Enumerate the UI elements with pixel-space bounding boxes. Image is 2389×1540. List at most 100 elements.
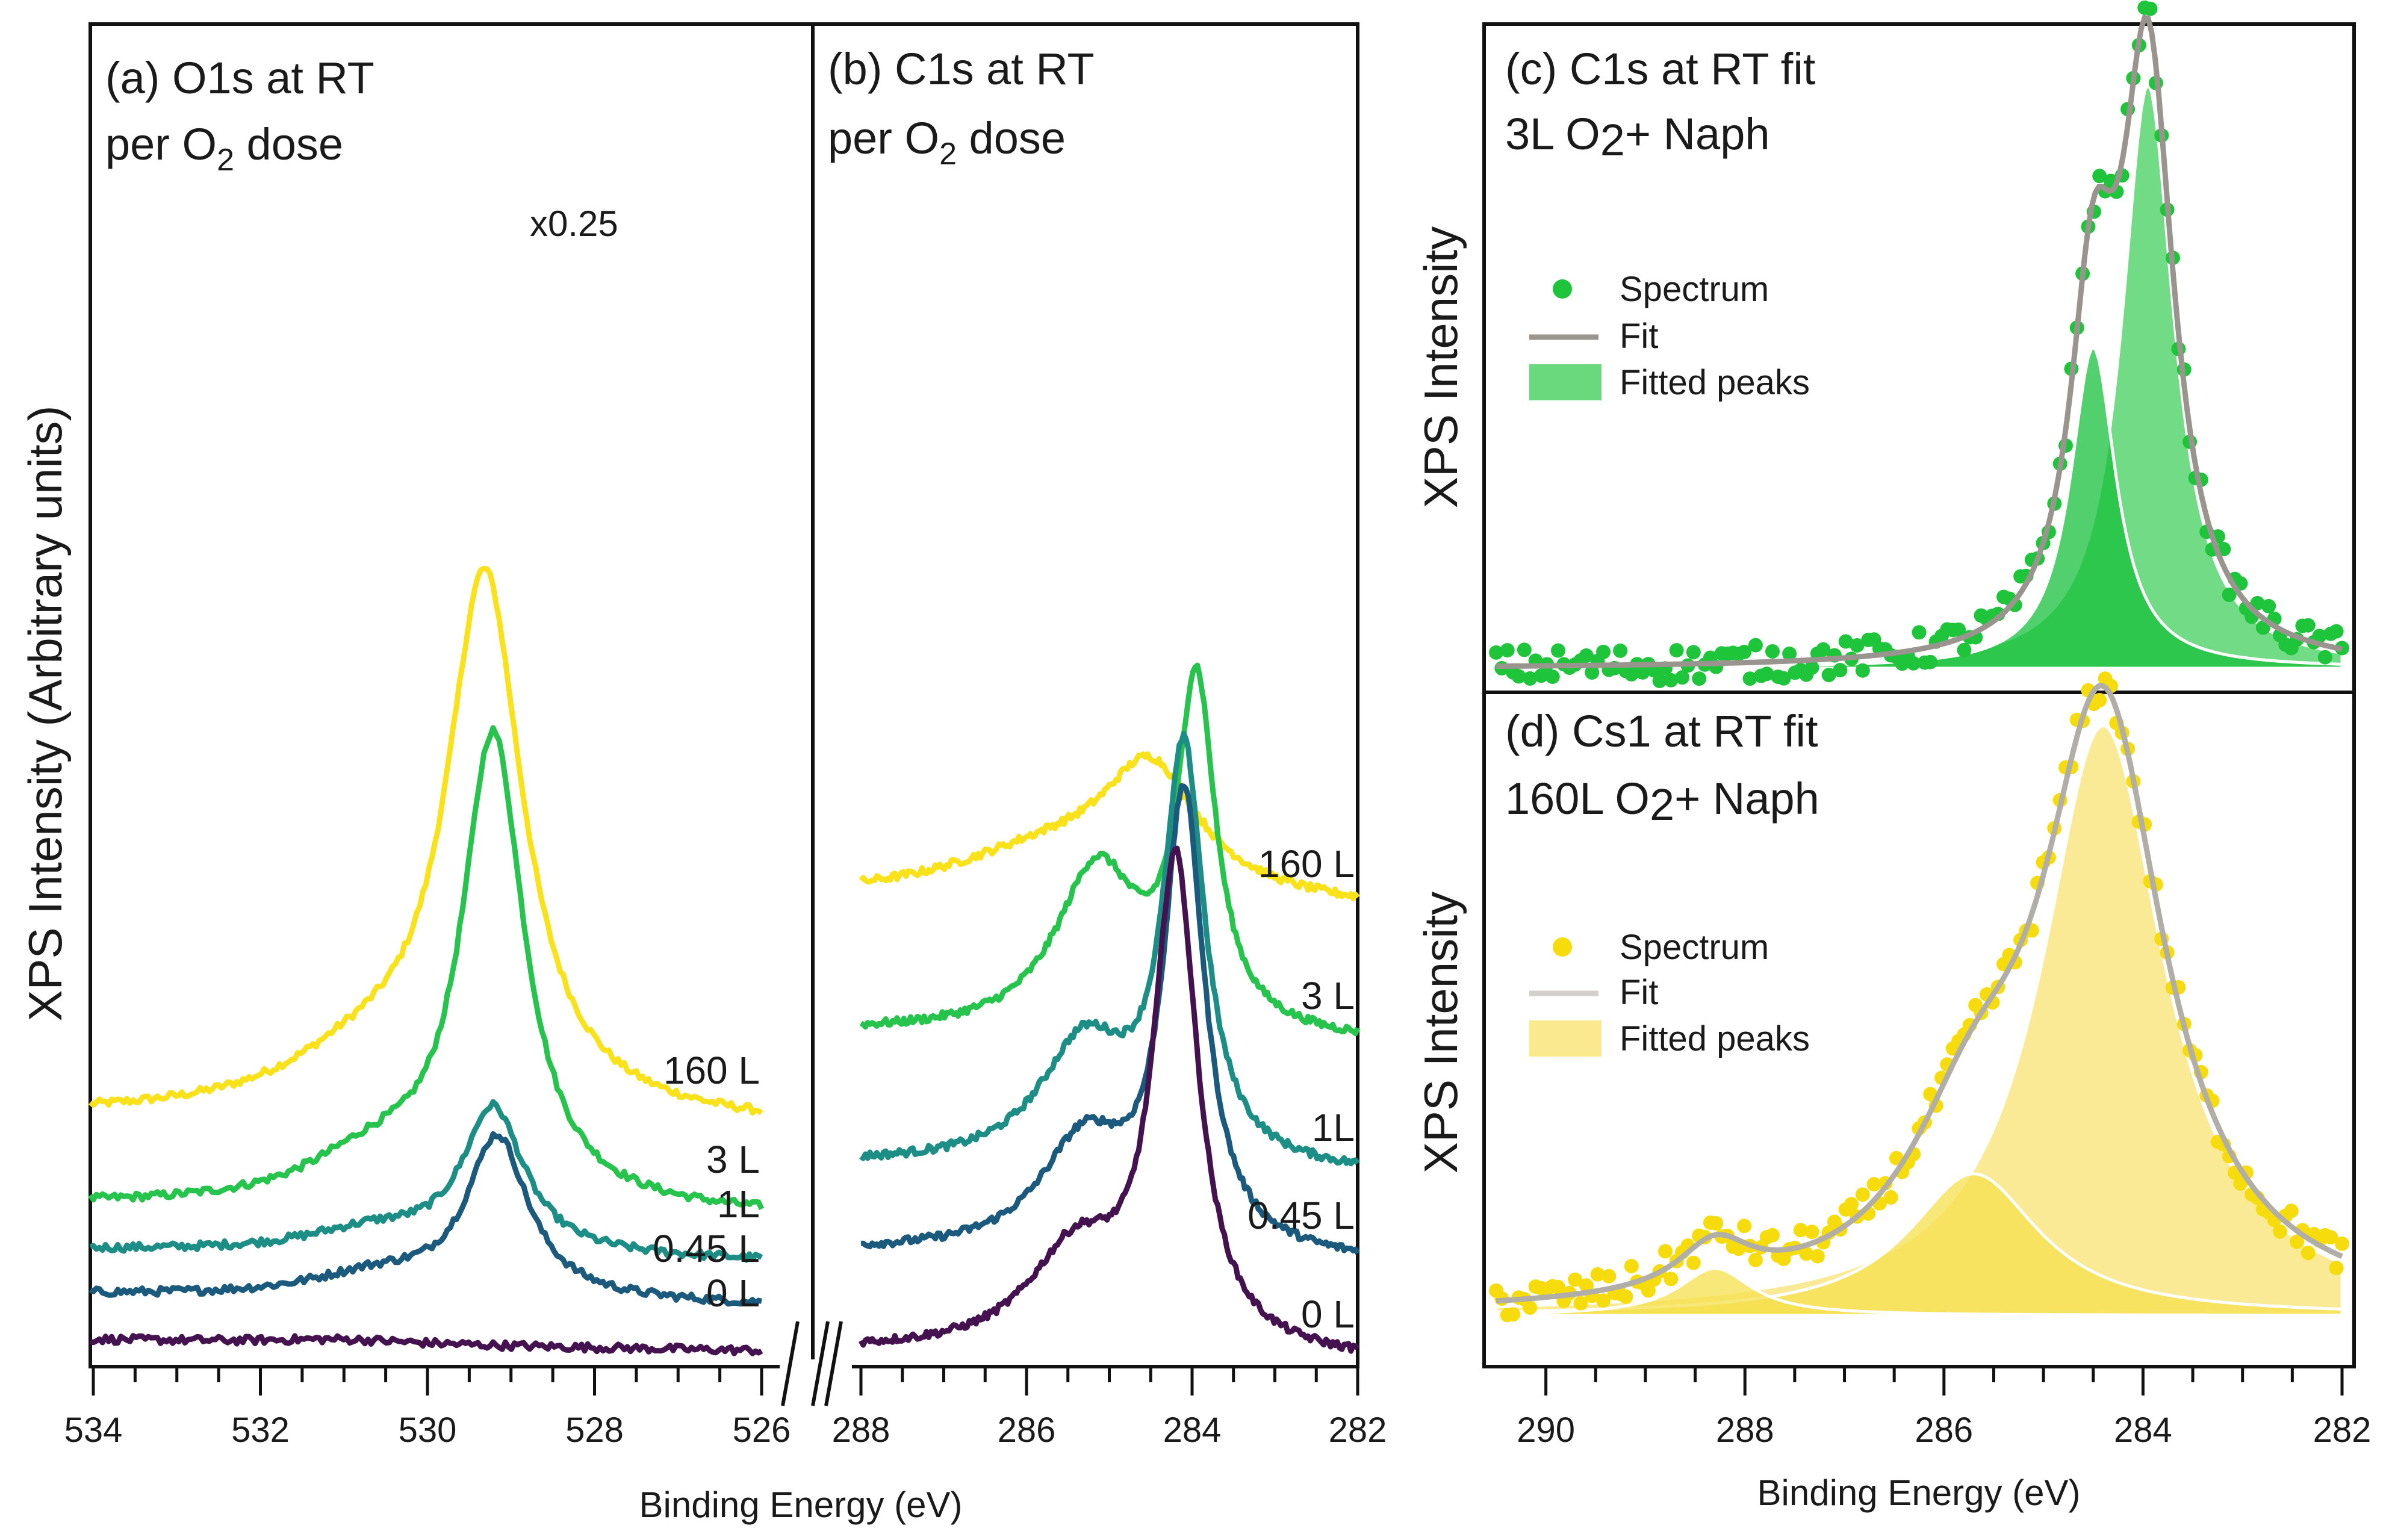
panel-b-series-1 [859,662,1361,1037]
panel-b-tick-label-2: 284 [1163,1411,1222,1450]
panel-a-series-label-1: 3 L [706,1138,760,1181]
legend-d-spectrum-marker [1553,937,1572,957]
panel-c-data-point [1748,638,1763,653]
panel-a-series-1 [88,725,765,1210]
panel-c-data-point [1692,671,1707,686]
panel-d-data-point [1737,1219,1752,1234]
panel-b-frame [811,22,1359,1368]
panel-c-data-point [1816,642,1831,657]
legend-c-peaks-marker [1529,364,1601,400]
panel-d-data-point [1568,1272,1583,1287]
panel-c-data-point [1523,671,1538,686]
panel-c-data-point [1838,634,1853,649]
panel-d-title: (d) Cs1 at RT fit [1505,706,1818,756]
panel-b-series-label-4: 0 L [1301,1293,1355,1336]
panel-b-series-0 [859,751,1360,901]
panel-d-data-point [1618,1289,1633,1304]
legend-d-fit-label: Fit [1620,973,1658,1012]
panel-c-data-point [2222,588,2237,602]
panel-d-data-point [2273,1224,2287,1239]
panel-d-data-point [1804,1225,1819,1240]
panel-d-subtitle: 160L O2+ Naph [1505,774,1819,830]
panel-d-data-point [2284,1203,2299,1219]
panel-c-fit-line [1496,14,2343,669]
panel-d-data-point [1658,1244,1673,1259]
panel-c-data-point [1833,663,1848,678]
panel-d-data-point [1765,1228,1780,1243]
panel-b-title: (b) C1s at RT [828,44,1095,94]
panel-d-data-point [1551,1279,1565,1294]
panel-d-tick-label-0: 290 [1517,1411,1575,1450]
panel-d-data-point [1709,1216,1724,1231]
panel-c-data-point [2092,169,2107,184]
panel-b-series-3 [860,783,1360,1255]
panel-c-data-point [1669,643,1684,658]
panel-a-series-0 [89,565,763,1116]
panel-a-title: (a) O1s at RT [105,53,374,103]
panel-d-tick-label-4: 282 [2313,1411,2372,1450]
panel-b-tick-label-3: 282 [1329,1411,1387,1450]
panel-d-data-point [1523,1300,1538,1315]
panel-c-data-point [1951,623,1966,637]
legend-d-peaks-label: Fitted peaks [1620,1019,1810,1058]
legend-c: Spectrum Fit Fitted peaks [1529,270,1810,402]
panel-c-data-point [1664,672,1679,688]
panel-c-data-point [1759,666,1774,682]
panel-c-data-point [1596,644,1611,659]
panel-d-data-point [1506,1307,1521,1322]
panel-c-data-point [1906,656,1921,671]
legend-c-spectrum-marker [1553,279,1572,299]
legend-d-peaks-marker [1529,1020,1601,1057]
panel-c-data-point [1912,625,1927,640]
panel-a-series-label-4: 0 L [706,1271,760,1315]
panel-b-tick-label-0: 288 [832,1411,890,1450]
panel-c-data-point [1776,671,1791,686]
panel-a-tick-label-1: 532 [231,1411,290,1450]
panel-a-series-2 [89,1099,763,1263]
panel-d-data-point [1590,1267,1605,1282]
panel-c-data-point [1923,654,1938,669]
panel-a-subtitle: per O2 dose [105,119,343,178]
panel-c-data-point [1545,669,1560,685]
panel-c-data-point [1686,645,1701,660]
panel-c-data-point [1765,644,1780,659]
panel-b-series-label-0: 160 L [1258,842,1355,886]
panel-c-data-point [1957,642,1972,657]
panel-c-data-point [2143,1,2158,16]
panel-c-data-point [1737,645,1752,659]
panel-d-data-point [1748,1252,1763,1267]
panel-d-data-point [1601,1268,1617,1284]
panel-c-data-point [2329,624,2344,639]
panel-d-data-point [1855,1187,1870,1202]
y-axis-label-left: XPS Intensity (Arbitrary units) [19,406,72,1022]
panel-c-plot [1489,0,2349,688]
panel-c-data-point [1551,643,1565,658]
panel-d-data-point [1624,1259,1639,1274]
panel-b-series-4 [858,845,1360,1354]
scale-annotation: x0.25 [530,203,618,244]
panel-c-data-point [1489,645,1503,660]
panel-b-series-label-3: 0.45 L [1247,1194,1355,1237]
panel-a-frame [89,22,815,1368]
panel-c-data-point [1511,669,1526,684]
panel-d-data-point [1596,1293,1611,1308]
panel-d-data-point [1844,1197,1859,1212]
right-x-axis: 290 288 286 284 282 [1517,1367,2371,1450]
panel-d-data-point [1866,1177,1881,1192]
panel-d-data-point [2290,1234,2305,1249]
panel-c-data-point [1821,668,1836,683]
legend-d: Spectrum Fit Fitted peaks [1529,928,1810,1058]
panel-d-data-point [1793,1223,1808,1238]
panel-a-series-label-2: 1L [717,1182,760,1226]
panel-d-fitted-peak-2 [1494,1267,2344,1317]
panel-a-tick-label-3: 528 [565,1411,624,1450]
panel-c-data-point [1613,643,1628,658]
panel-d-data-point [1664,1271,1679,1287]
legend-c-spectrum-label: Spectrum [1620,270,1769,309]
panel-b-series-label-2: 1L [1312,1106,1355,1149]
panel-d-data-point [1686,1255,1701,1270]
panel-d-data-point [1799,1246,1814,1261]
panel-c-data-point [2300,618,2316,633]
